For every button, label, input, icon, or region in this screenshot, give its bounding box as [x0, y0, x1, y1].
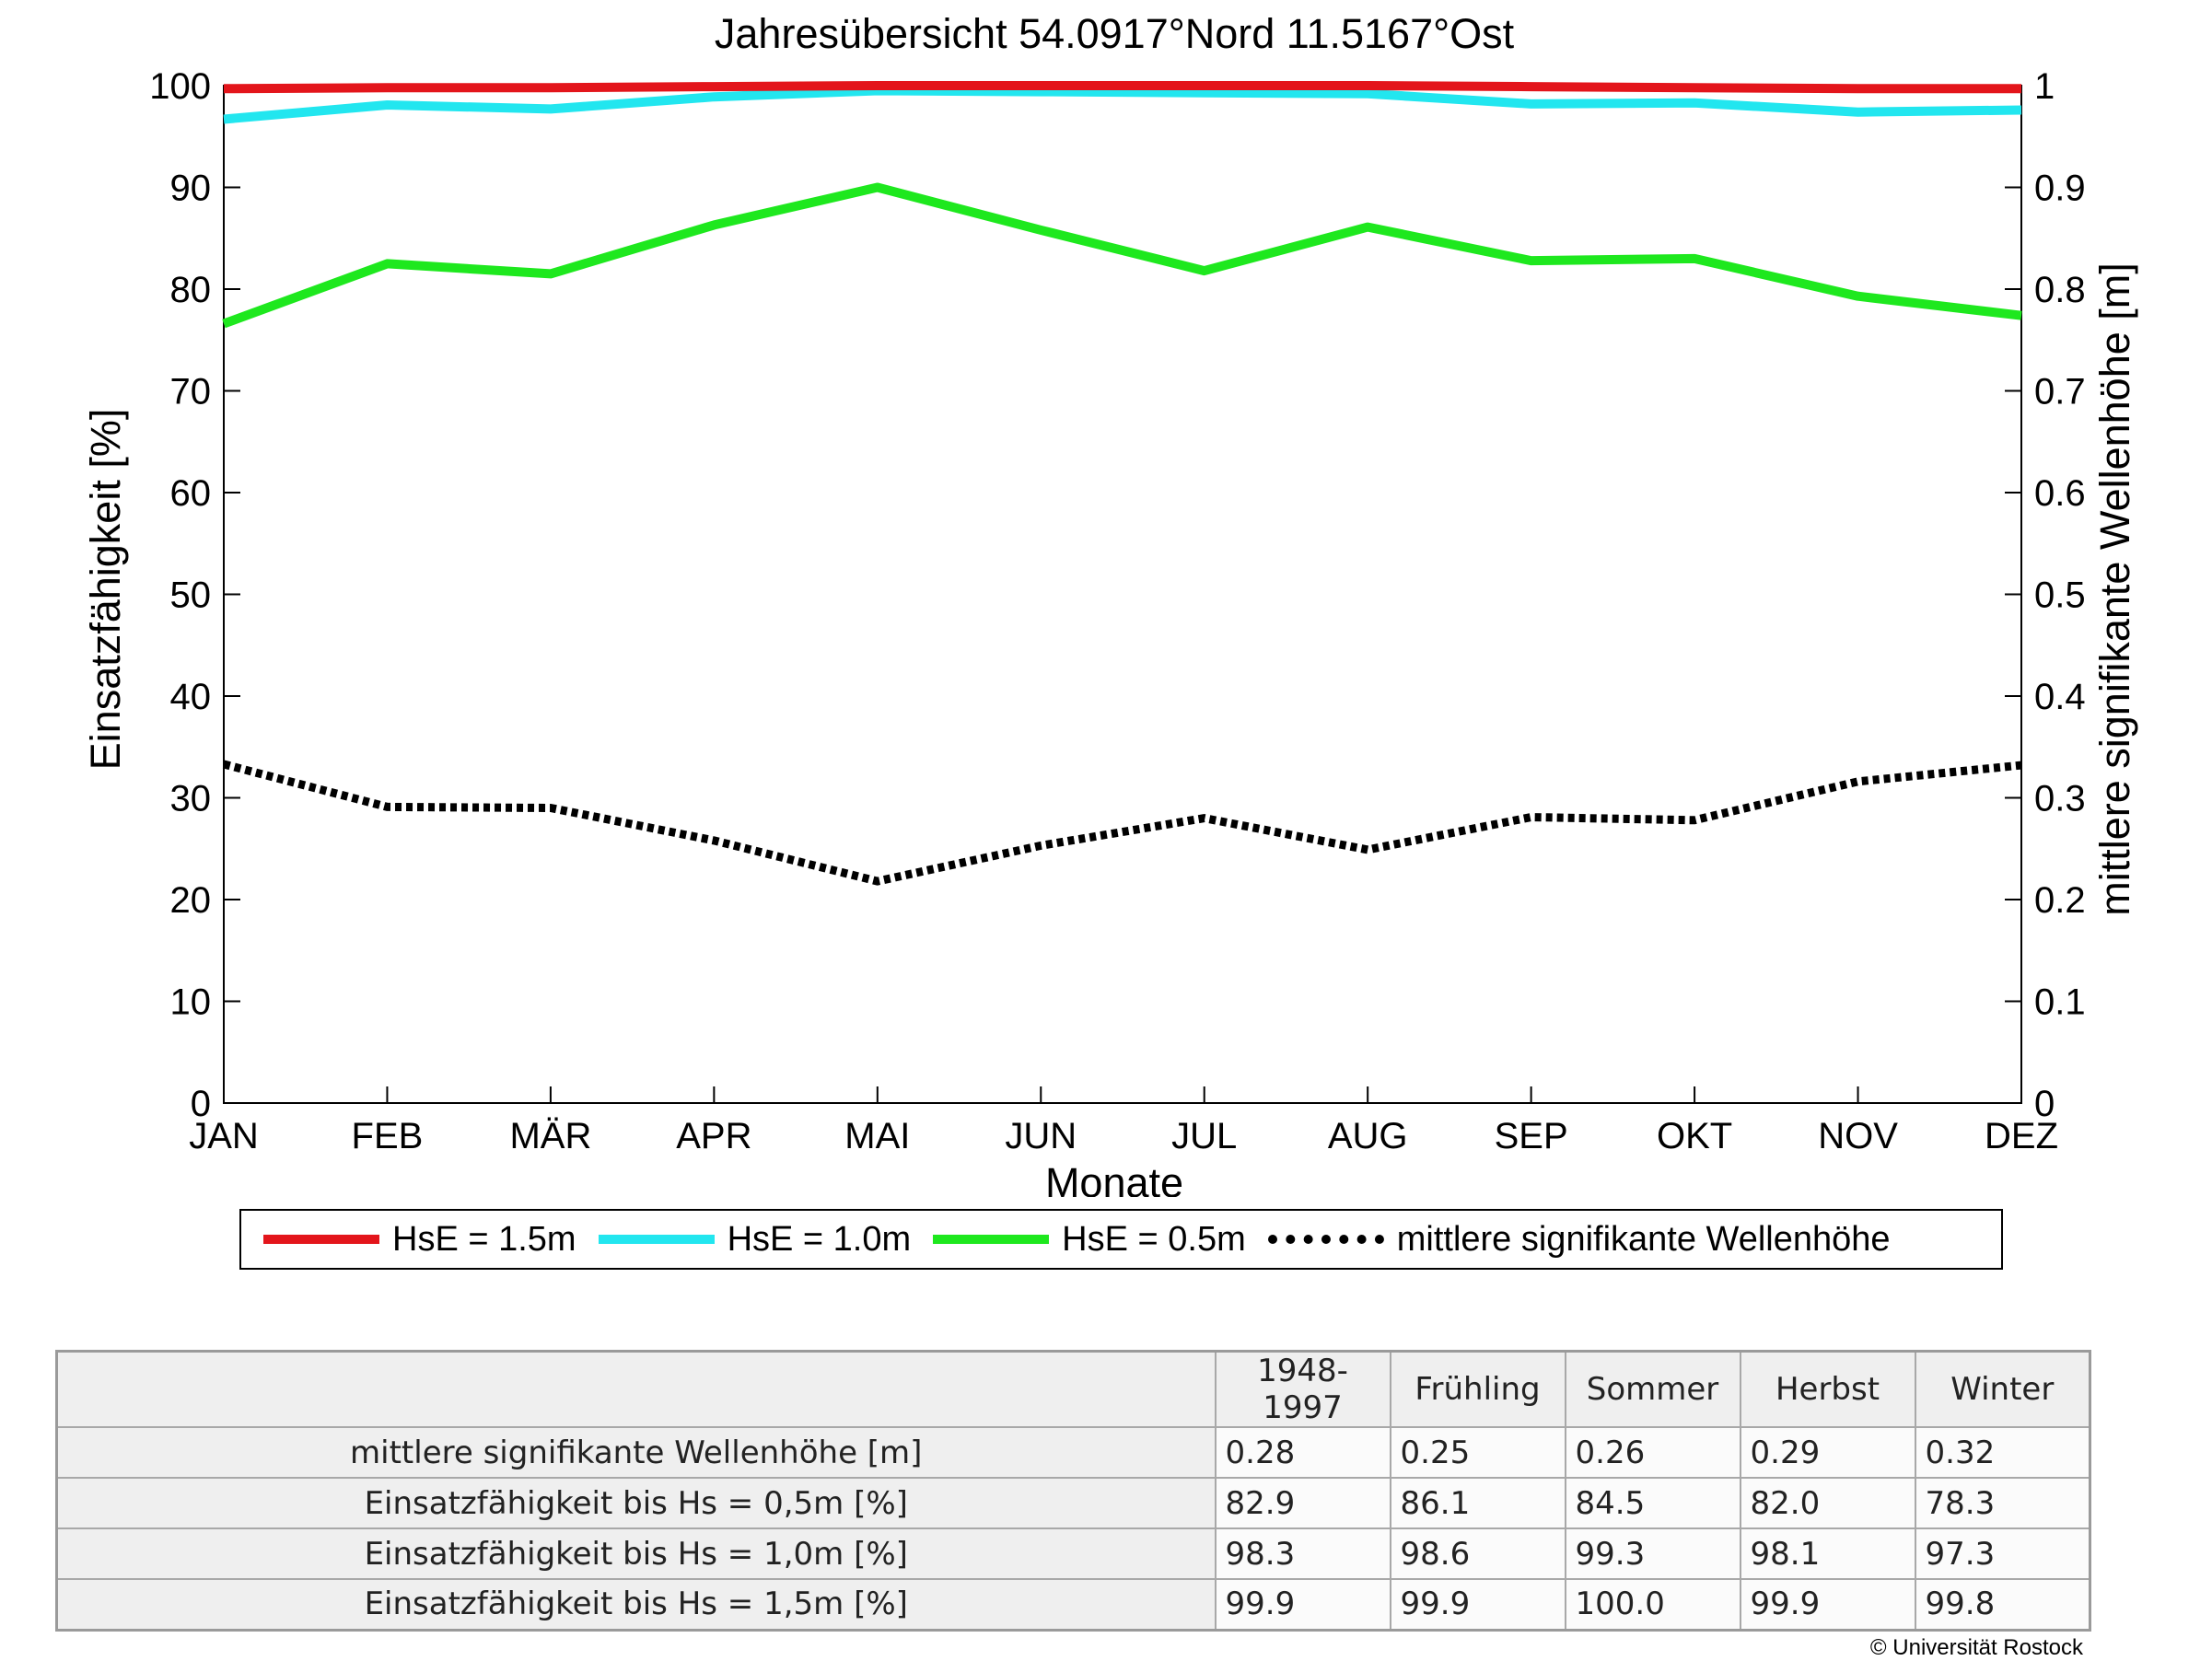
table-cell: 0.26	[1564, 1426, 1741, 1479]
x-tick-label: APR	[676, 1116, 751, 1156]
wave-chart: Jahresübersicht 54.0917°Nord 11.5167°Ost…	[82, 10, 2138, 1197]
table-cell: 97.3	[1914, 1527, 2091, 1580]
table-column-header: 1948-1997	[1214, 1350, 1391, 1428]
table-cell: 0.29	[1739, 1426, 1916, 1479]
y2-tick-label: 0.8	[2034, 270, 2086, 310]
y2-tick-label: 0.7	[2034, 372, 2086, 412]
y2-tick-label: 0.9	[2034, 168, 2086, 209]
table-cell: 82.9	[1214, 1477, 1391, 1529]
table-column-header: Herbst	[1739, 1350, 1916, 1428]
table-cell: 100.0	[1564, 1578, 1741, 1631]
y-axis-label: Einsatzfähigkeit [%]	[82, 409, 129, 771]
x-axis-label: Monate	[1045, 1159, 1183, 1197]
table-corner-cell	[55, 1350, 1217, 1428]
table-header-row: 1948-1997 Frühling Sommer Herbst Winter	[55, 1350, 2091, 1428]
legend-swatch	[933, 1235, 1050, 1244]
legend-swatch	[263, 1235, 379, 1244]
series-line-2	[222, 182, 2022, 329]
copyright-note: © Universität Rostock	[1869, 1635, 2083, 1660]
x-tick-label: DEZ	[1985, 1116, 2058, 1156]
table-cell: 84.5	[1564, 1477, 1741, 1529]
table-cell: 86.1	[1389, 1477, 1566, 1529]
table-cell: 78.3	[1914, 1477, 2091, 1529]
x-tick-label: JUL	[1171, 1116, 1237, 1156]
table-cell: 99.3	[1564, 1527, 1741, 1580]
table-column-header: Frühling	[1389, 1350, 1566, 1428]
table-cell: 99.8	[1914, 1578, 2091, 1631]
legend-item: HsE = 1.5m	[263, 1220, 576, 1260]
legend-item: HsE = 1.0m	[598, 1219, 912, 1260]
y2-tick-label: 0.4	[2034, 677, 2086, 717]
table-row-label: Einsatzfähigkeit bis Hs = 1,5m [%]	[55, 1578, 1217, 1631]
x-tick-label: JUN	[1005, 1116, 1077, 1156]
legend-swatch	[1267, 1235, 1384, 1244]
legend-swatch	[598, 1235, 715, 1244]
table-cell: 98.6	[1389, 1527, 1566, 1580]
series-line-1	[223, 86, 2022, 124]
y2-axis-label: mittlere signifikante Wellenhöhe [m]	[2091, 262, 2138, 916]
legend-label: HsE = 0.5m	[1062, 1219, 1246, 1259]
y-tick-label: 20	[170, 880, 212, 921]
table-row-label: Einsatzfähigkeit bis Hs = 1,0m [%]	[55, 1527, 1217, 1580]
table-cell: 99.9	[1389, 1578, 1566, 1631]
chart-title: Jahresübersicht 54.0917°Nord 11.5167°Ost	[715, 10, 1515, 57]
table-cell: 82.0	[1739, 1477, 1916, 1529]
legend-label: HsE = 1.0m	[727, 1219, 912, 1259]
y2-tick-label: 1	[2034, 66, 2055, 107]
y-tick-label: 100	[149, 66, 211, 107]
x-tick-label: MAI	[844, 1116, 910, 1156]
y-tick-label: 10	[170, 982, 212, 1023]
table-cell: 99.9	[1214, 1578, 1391, 1631]
y2-tick-label: 0	[2034, 1084, 2055, 1124]
table-row: mittlere signifikante Wellenhöhe [m] 0.28…	[55, 1426, 2091, 1479]
y2-tick-label: 0.5	[2034, 575, 2086, 616]
table-column-header: Winter	[1914, 1350, 2091, 1428]
y-tick-label: 50	[170, 575, 212, 616]
chart-legend: HsE = 1.5m HsE = 1.0m HsE = 0.5m mittlere s…	[239, 1209, 2003, 1270]
legend-item: mittlere signifikante Wellenhöhe	[1267, 1219, 1891, 1260]
legend-item: HsE = 0.5m	[933, 1220, 1246, 1260]
x-tick-label: MÄR	[509, 1116, 591, 1156]
table-cell: 0.25	[1389, 1426, 1566, 1479]
legend-label: HsE = 1.5m	[392, 1219, 576, 1259]
table-row-label: Einsatzfähigkeit bis Hs = 0,5m [%]	[55, 1477, 1217, 1529]
x-tick-label: SEP	[1495, 1116, 1568, 1156]
table-row: Einsatzfähigkeit bis Hs = 0,5m [%] 82.9 86…	[55, 1477, 2091, 1529]
y2-tick-label: 0.2	[2034, 880, 2086, 921]
table-cell: 98.1	[1739, 1527, 1916, 1580]
table-column-header: Sommer	[1564, 1350, 1741, 1428]
y2-tick-label: 0.6	[2034, 473, 2086, 514]
y-tick-label: 80	[170, 270, 212, 310]
table-cell: 98.3	[1214, 1527, 1391, 1580]
series-line-3	[222, 760, 2022, 886]
y-tick-label: 70	[170, 372, 212, 412]
legend-label: mittlere signifikante Wellenhöhe	[1396, 1219, 1891, 1259]
plot-area	[223, 85, 2022, 1104]
table-row: Einsatzfähigkeit bis Hs = 1,0m [%] 98.3 98…	[55, 1527, 2091, 1580]
table-row: Einsatzfähigkeit bis Hs = 1,5m [%] 99.9 99…	[55, 1578, 2091, 1631]
table-cell: 99.9	[1739, 1578, 1916, 1631]
y-tick-label: 30	[170, 779, 212, 819]
x-tick-label: NOV	[1818, 1116, 1898, 1156]
seasonal-stats-table: 1948-1997 Frühling Sommer Herbst Winter mitt…	[55, 1350, 2091, 1632]
x-tick-label: JAN	[189, 1116, 259, 1156]
x-tick-label: FEB	[352, 1116, 424, 1156]
y-tick-label: 60	[170, 473, 212, 514]
x-tick-label: OKT	[1657, 1116, 1732, 1156]
table-cell: 0.32	[1914, 1426, 2091, 1479]
y-tick-label: 0	[191, 1084, 211, 1124]
table-cell: 0.28	[1214, 1426, 1391, 1479]
y-tick-label: 40	[170, 677, 212, 717]
x-tick-label: AUG	[1328, 1116, 1408, 1156]
y-tick-label: 90	[170, 168, 212, 209]
series-line-0	[223, 81, 2021, 94]
y2-tick-label: 0.3	[2034, 779, 2086, 819]
table-row-label: mittlere signifikante Wellenhöhe [m]	[55, 1426, 1217, 1479]
y2-tick-label: 0.1	[2034, 982, 2086, 1023]
